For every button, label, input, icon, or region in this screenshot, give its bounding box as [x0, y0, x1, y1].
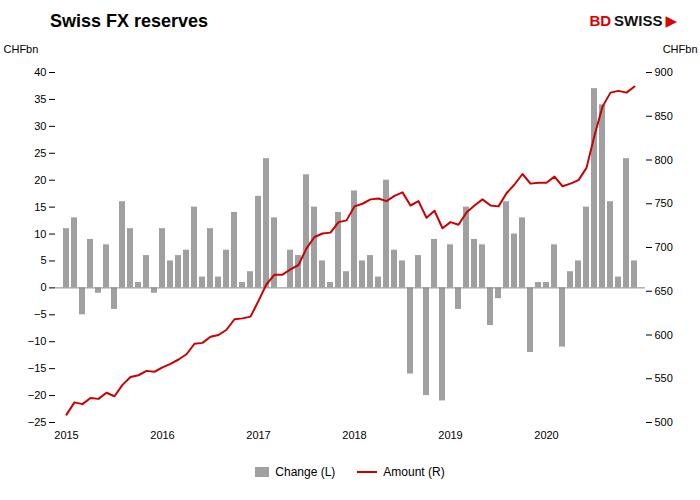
svg-text:800: 800: [655, 154, 673, 166]
svg-text:−25: −25: [28, 416, 47, 428]
svg-text:CHFbn: CHFbn: [663, 43, 698, 55]
svg-text:600: 600: [655, 329, 673, 341]
svg-text:850: 850: [655, 110, 673, 122]
svg-text:700: 700: [655, 241, 673, 253]
svg-text:−15: −15: [28, 362, 47, 374]
svg-text:900: 900: [655, 66, 673, 78]
svg-text:550: 550: [655, 372, 673, 384]
svg-text:10: 10: [34, 228, 46, 240]
svg-text:650: 650: [655, 285, 673, 297]
svg-text:35: 35: [34, 93, 46, 105]
svg-text:0: 0: [40, 281, 46, 293]
svg-text:2018: 2018: [342, 429, 366, 441]
svg-text:2016: 2016: [150, 429, 174, 441]
svg-text:40: 40: [34, 66, 46, 78]
svg-text:2019: 2019: [438, 429, 462, 441]
svg-text:2017: 2017: [246, 429, 270, 441]
svg-text:750: 750: [655, 197, 673, 209]
svg-text:2020: 2020: [534, 429, 558, 441]
html-text:Swiss FX reserves: Swiss FX reserves: [50, 10, 209, 31]
html-text:Change (L): Change (L): [275, 465, 336, 479]
svg-text:25: 25: [34, 147, 46, 159]
html-text:Amount (R): Amount (R): [383, 465, 445, 479]
svg-text:30: 30: [34, 120, 46, 132]
svg-text:CHFbn: CHFbn: [4, 43, 39, 55]
html-text:BD SWISS ▶: BD SWISS ▶: [589, 12, 677, 29]
svg-text:−10: −10: [28, 335, 47, 347]
svg-text:−20: −20: [28, 389, 47, 401]
svg-text:20: 20: [34, 174, 46, 186]
svg-text:−5: −5: [34, 308, 47, 320]
svg-text:15: 15: [34, 201, 46, 213]
svg-text:5: 5: [40, 254, 46, 266]
svg-text:2015: 2015: [54, 429, 78, 441]
svg-text:500: 500: [655, 416, 673, 428]
